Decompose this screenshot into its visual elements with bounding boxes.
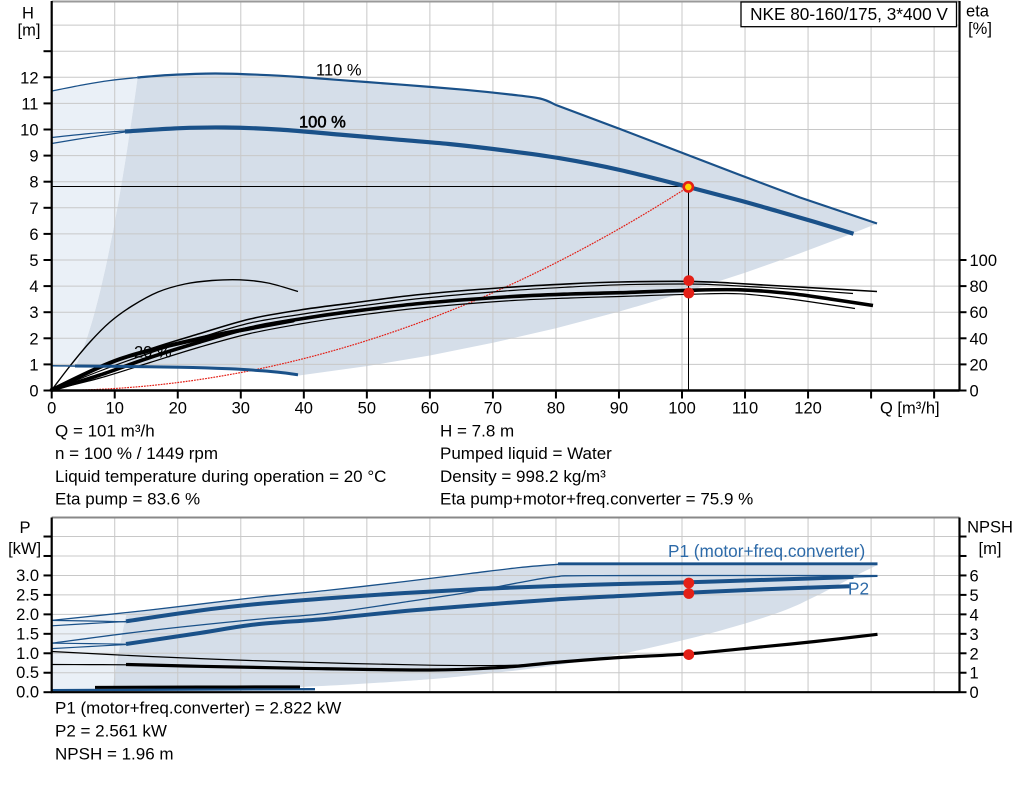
- svg-text:90: 90: [610, 399, 628, 417]
- svg-text:0.0: 0.0: [16, 684, 39, 702]
- svg-text:[%]: [%]: [968, 20, 992, 38]
- svg-text:110: 110: [732, 399, 758, 417]
- svg-text:3: 3: [29, 304, 38, 322]
- svg-text:2.0: 2.0: [16, 606, 39, 624]
- svg-text:H: H: [22, 5, 34, 23]
- svg-text:P2: P2: [848, 579, 869, 599]
- svg-text:P: P: [19, 519, 30, 537]
- svg-text:0: 0: [970, 684, 979, 702]
- svg-text:10: 10: [20, 122, 38, 140]
- svg-text:6: 6: [970, 567, 979, 585]
- svg-text:P1 (motor+freq.converter): P1 (motor+freq.converter): [668, 541, 865, 561]
- svg-text:0.5: 0.5: [16, 664, 39, 682]
- svg-text:100: 100: [970, 252, 998, 270]
- svg-text:NPSH: NPSH: [967, 519, 1013, 537]
- svg-text:P1 (motor+freq.converter) = 2.: P1 (motor+freq.converter) = 2.822 kW: [55, 698, 341, 717]
- svg-text:1: 1: [29, 356, 38, 374]
- svg-text:110 %: 110 %: [316, 62, 362, 80]
- svg-text:30: 30: [232, 399, 250, 417]
- svg-text:[kW]: [kW]: [8, 540, 41, 558]
- svg-text:1.0: 1.0: [16, 645, 39, 663]
- svg-text:Eta pump = 83.6 %: Eta pump = 83.6 %: [55, 490, 200, 509]
- svg-text:eta: eta: [966, 3, 990, 21]
- svg-text:4: 4: [29, 278, 38, 296]
- svg-text:Pumped liquid = Water: Pumped liquid = Water: [440, 444, 612, 463]
- svg-text:Eta pump+motor+freq.converter: Eta pump+motor+freq.converter = 75.9 %: [440, 490, 753, 509]
- svg-text:[m]: [m]: [18, 22, 41, 40]
- svg-text:Liquid temperature during oper: Liquid temperature during operation = 20…: [55, 467, 386, 486]
- svg-text:80: 80: [970, 278, 988, 296]
- svg-text:Q = 101 m³/h: Q = 101 m³/h: [55, 421, 155, 440]
- svg-text:20: 20: [169, 399, 187, 417]
- svg-text:100 %: 100 %: [299, 114, 346, 132]
- svg-text:10: 10: [106, 399, 124, 417]
- svg-text:8: 8: [29, 174, 38, 192]
- svg-text:Q [m³/h]: Q [m³/h]: [880, 399, 940, 417]
- svg-text:80: 80: [547, 399, 565, 417]
- svg-text:1: 1: [970, 665, 979, 683]
- svg-text:[m]: [m]: [979, 540, 1002, 558]
- svg-text:n = 100 % / 1449 rpm: n = 100 % / 1449 rpm: [55, 444, 218, 463]
- svg-text:11: 11: [21, 95, 38, 113]
- svg-text:2.5: 2.5: [16, 586, 39, 604]
- svg-text:2: 2: [970, 645, 979, 663]
- svg-text:Density = 998.2 kg/m³: Density = 998.2 kg/m³: [440, 467, 606, 486]
- svg-text:50: 50: [358, 399, 376, 417]
- svg-text:P2 = 2.561 kW: P2 = 2.561 kW: [55, 721, 167, 740]
- svg-text:70: 70: [484, 399, 502, 417]
- svg-text:40: 40: [295, 399, 313, 417]
- svg-text:7: 7: [29, 200, 38, 218]
- svg-text:0: 0: [29, 383, 38, 401]
- svg-text:NPSH = 1.96 m: NPSH = 1.96 m: [55, 744, 174, 763]
- svg-text:20: 20: [970, 356, 988, 374]
- svg-text:0: 0: [970, 383, 979, 401]
- svg-text:0: 0: [47, 399, 56, 417]
- svg-text:6: 6: [29, 226, 38, 244]
- svg-text:60: 60: [421, 399, 439, 417]
- svg-text:1.5: 1.5: [16, 625, 39, 643]
- svg-text:5: 5: [29, 252, 38, 270]
- svg-text:3: 3: [970, 626, 979, 644]
- svg-text:2: 2: [29, 330, 38, 348]
- svg-text:40: 40: [970, 330, 988, 348]
- svg-text:4: 4: [970, 606, 979, 624]
- svg-text:100: 100: [668, 399, 696, 417]
- svg-text:NKE 80-160/175, 3*400 V: NKE 80-160/175, 3*400 V: [750, 4, 948, 24]
- svg-text:H = 7.8 m: H = 7.8 m: [440, 421, 514, 440]
- svg-text:12: 12: [20, 69, 38, 87]
- svg-text:9: 9: [29, 148, 38, 166]
- svg-text:3.0: 3.0: [16, 567, 39, 585]
- svg-text:5: 5: [970, 587, 979, 605]
- svg-text:60: 60: [970, 304, 988, 322]
- svg-text:120: 120: [794, 399, 822, 417]
